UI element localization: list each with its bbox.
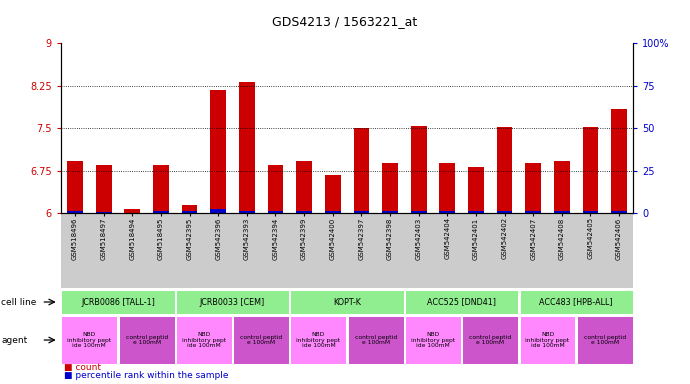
Text: JCRB0033 [CEM]: JCRB0033 [CEM] [200,298,265,306]
Bar [239,211,255,213]
Text: NBD
inhibitory pept
ide 100mM: NBD inhibitory pept ide 100mM [297,332,340,348]
Bar [296,211,312,213]
Bar [296,161,312,213]
Bar [468,211,484,213]
Bar [325,175,341,213]
Text: NBD
inhibitory pept
ide 100mM: NBD inhibitory pept ide 100mM [182,332,226,348]
Bar [124,209,140,213]
Text: agent: agent [1,336,28,344]
Bar [239,81,255,213]
Bar [525,211,541,213]
Bar [554,161,570,213]
Bar [382,163,398,213]
Bar [497,211,513,213]
Bar [181,211,197,213]
Bar [268,166,284,213]
Bar [210,89,226,213]
Bar [468,167,484,213]
Bar [611,211,627,213]
Text: control peptid
e 100mM: control peptid e 100mM [584,334,626,346]
Bar [525,163,541,213]
Text: KOPT-K: KOPT-K [333,298,361,306]
Bar [96,165,112,213]
Bar [96,212,112,213]
Text: control peptid
e 100mM: control peptid e 100mM [240,334,282,346]
Bar [411,126,426,213]
Text: control peptid
e 100mM: control peptid e 100mM [126,334,168,346]
Bar [582,127,598,213]
Bar [353,128,369,213]
Bar [382,211,398,213]
Text: control peptid
e 100mM: control peptid e 100mM [469,334,511,346]
Bar [153,166,169,213]
Bar [181,205,197,213]
Text: NBD
inhibitory pept
ide 100mM: NBD inhibitory pept ide 100mM [526,332,569,348]
Bar [440,163,455,213]
Text: ■ percentile rank within the sample: ■ percentile rank within the sample [64,371,228,380]
Text: ACC525 [DND41]: ACC525 [DND41] [427,298,496,306]
Text: ACC483 [HPB-ALL]: ACC483 [HPB-ALL] [540,298,613,306]
Bar [153,212,169,213]
Text: control peptid
e 100mM: control peptid e 100mM [355,334,397,346]
Bar [497,127,513,213]
Text: NBD
inhibitory pept
ide 100mM: NBD inhibitory pept ide 100mM [411,332,455,348]
Bar [582,211,598,213]
Bar [210,209,226,213]
Bar [611,109,627,213]
Text: NBD
inhibitory pept
ide 100mM: NBD inhibitory pept ide 100mM [68,332,111,348]
Bar [440,211,455,213]
Bar [67,161,83,213]
Bar [554,211,570,213]
Text: JCRB0086 [TALL-1]: JCRB0086 [TALL-1] [81,298,155,306]
Text: ■ count: ■ count [64,364,101,372]
Text: cell line: cell line [1,298,37,306]
Text: GDS4213 / 1563221_at: GDS4213 / 1563221_at [273,15,417,28]
Bar [353,211,369,213]
Bar [67,211,83,213]
Bar [325,211,341,213]
Bar [411,211,426,213]
Bar [268,211,284,213]
